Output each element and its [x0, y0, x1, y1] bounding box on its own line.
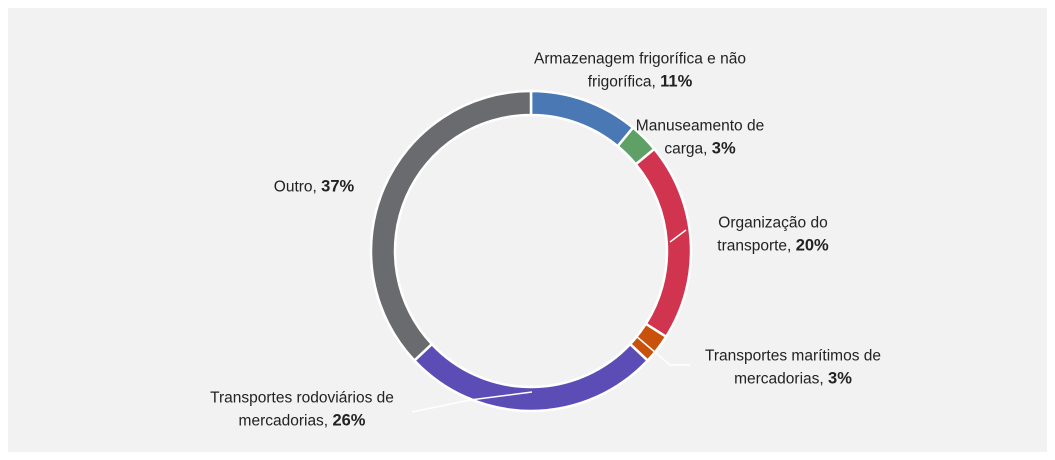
data-label: Outro, 37%	[214, 176, 414, 199]
data-label: Armazenagem frigorífica e não frigorífic…	[530, 49, 750, 94]
category-label: Outro,	[273, 178, 317, 196]
category-label: Armazenagem frigorífica e não frigorífic…	[534, 50, 746, 91]
data-label: Organização do transporte, 20%	[698, 213, 848, 258]
leader-lines	[411, 229, 690, 413]
leader-line	[669, 229, 687, 243]
leader-line	[411, 391, 533, 413]
data-label: Transportes rodoviários de mercadorias, …	[192, 388, 412, 433]
slice	[369, 89, 533, 363]
value-label: 3%	[711, 139, 736, 158]
category-label: Manuseamento de carga,	[635, 117, 765, 158]
value-label: 26%	[332, 411, 366, 430]
data-label: Transportes marítimos de mercadorias, 3%	[688, 346, 898, 391]
background	[8, 8, 1047, 452]
data-label: Manuseamento de carga, 3%	[615, 116, 785, 161]
leader-line	[635, 335, 690, 366]
value-label: 3%	[828, 369, 852, 388]
category-label: Organização do transporte,	[717, 214, 828, 255]
category-label: Transportes marítimos de mercadorias,	[704, 347, 881, 388]
value-label: 11%	[660, 72, 693, 91]
category-label: Transportes rodoviários de mercadorias,	[210, 389, 394, 430]
value-label: 20%	[795, 236, 829, 255]
value-label: 37%	[321, 177, 355, 196]
